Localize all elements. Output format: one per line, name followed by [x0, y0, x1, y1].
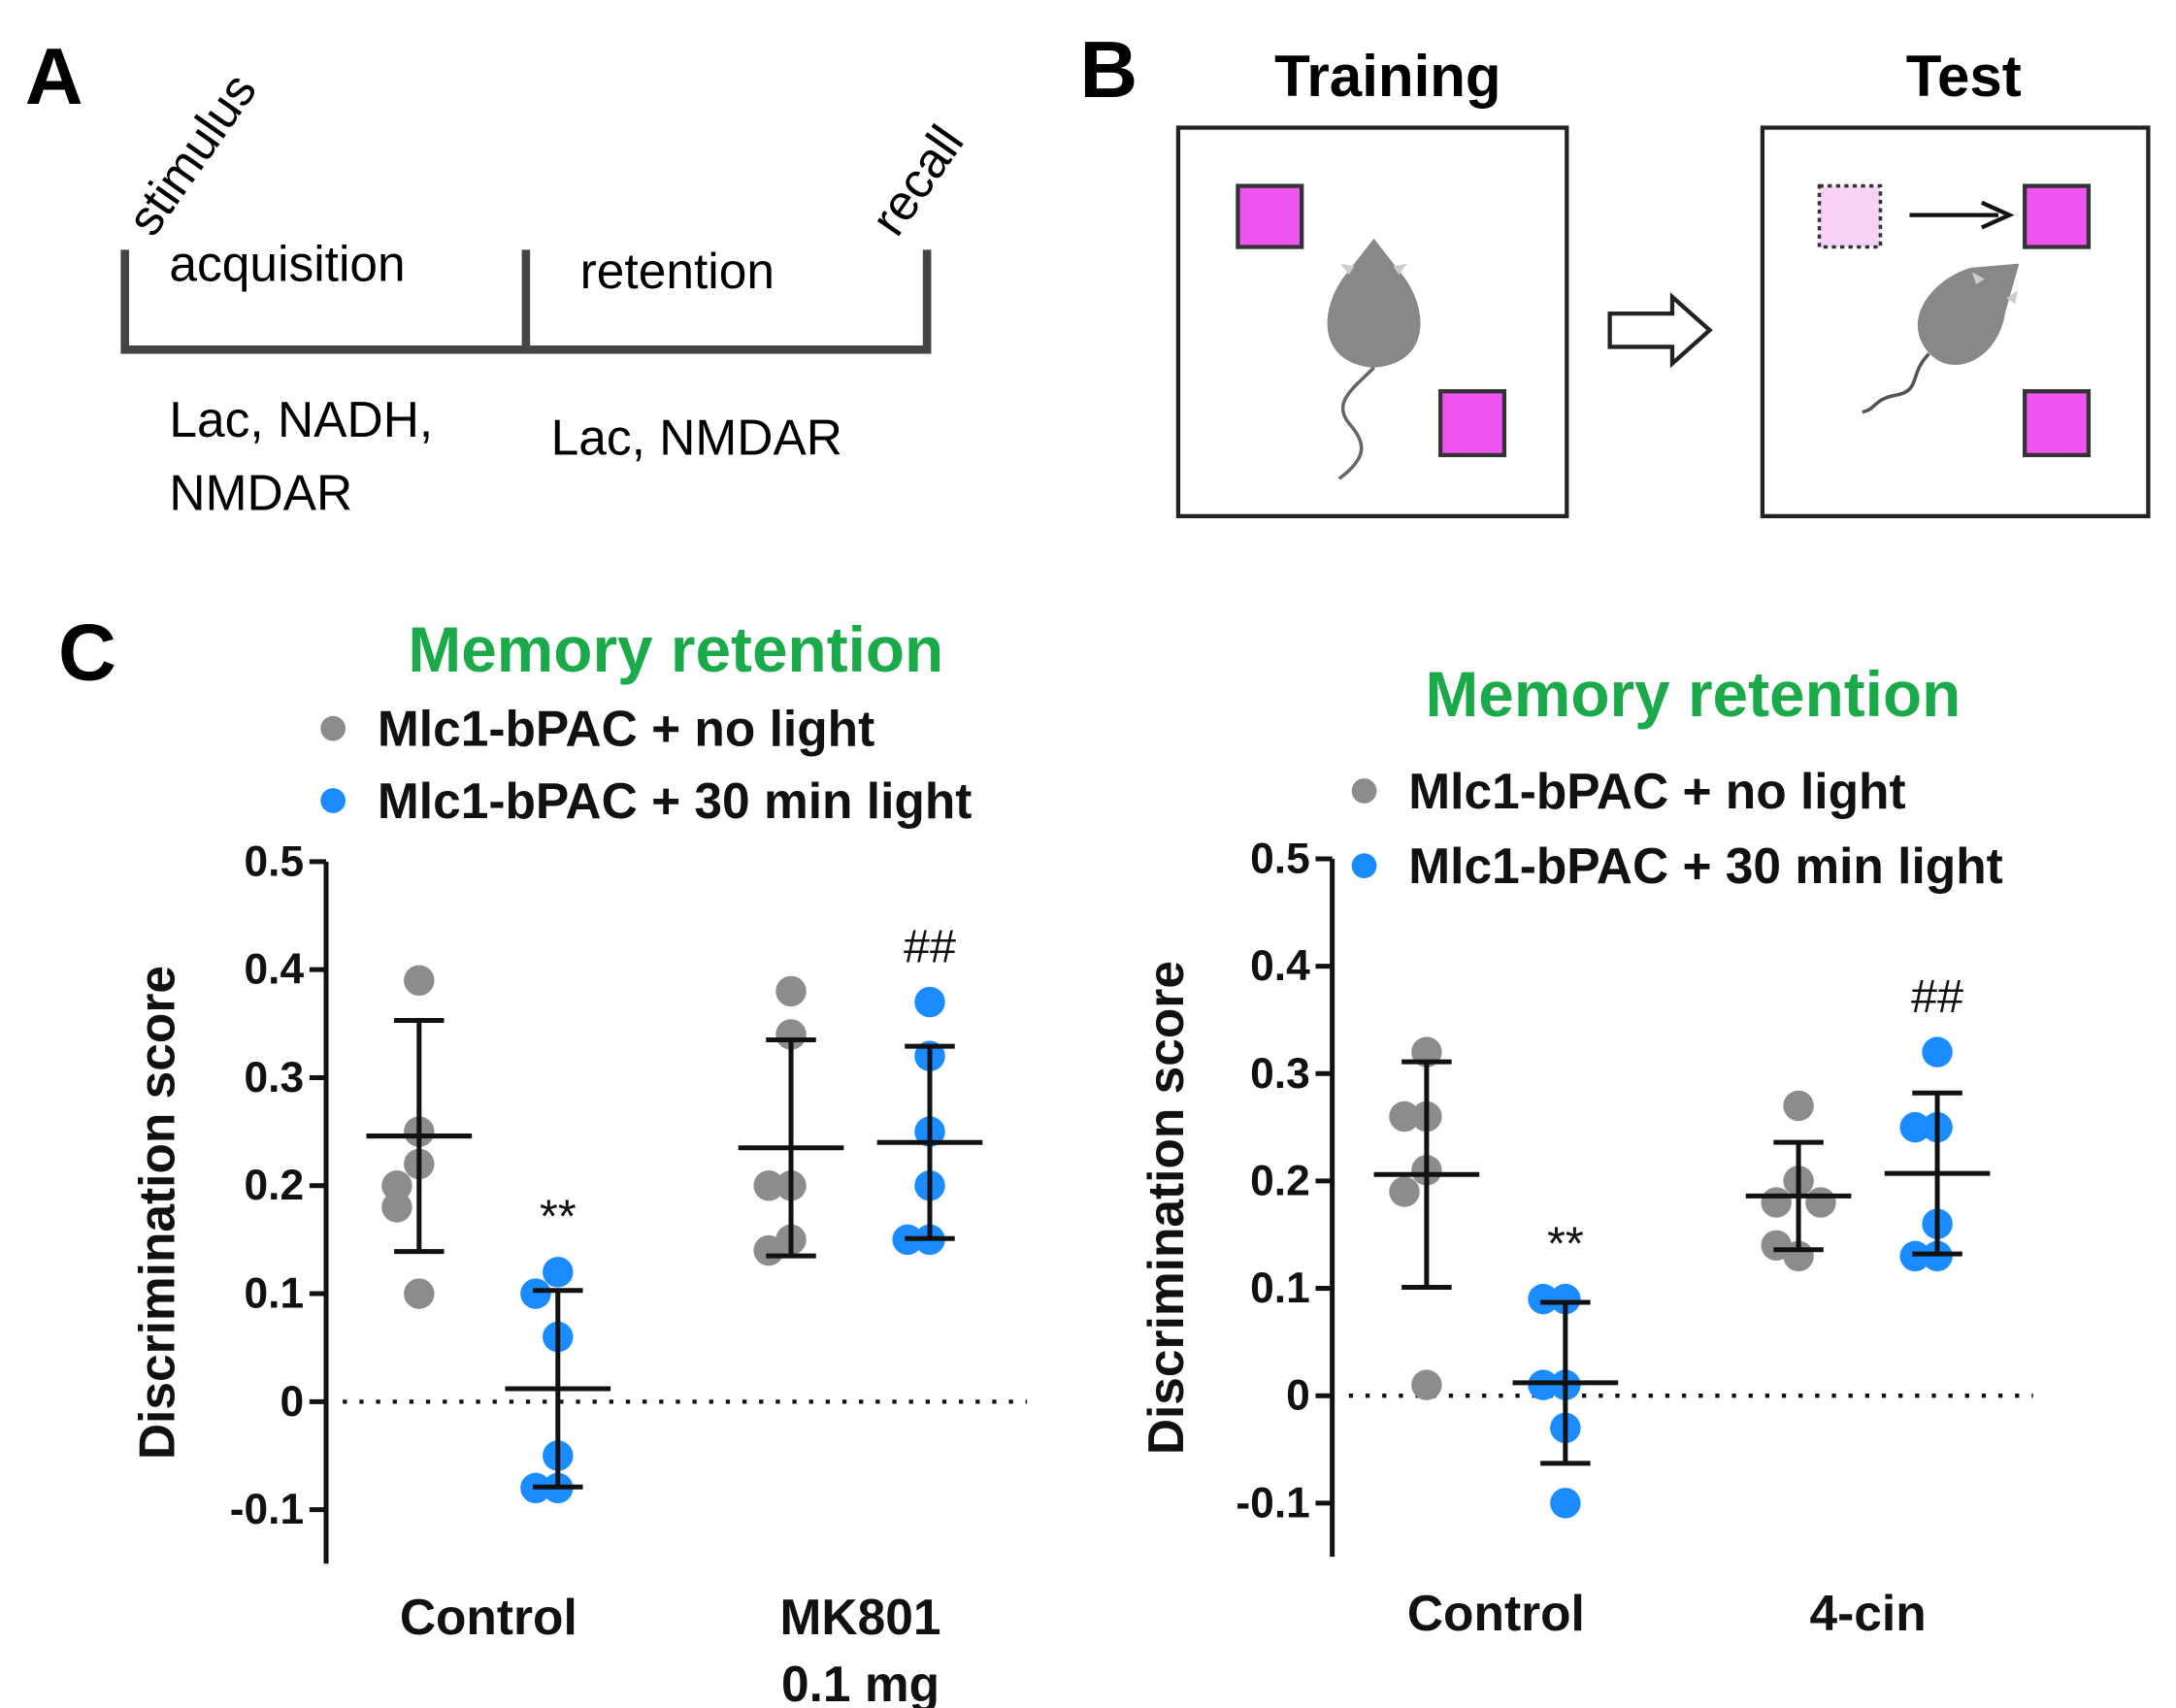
object: [1236, 183, 1304, 249]
factor-label: Lac, NMDAR: [551, 409, 842, 465]
x-tick-label-box: Control: [399, 1589, 577, 1646]
data-point: [753, 1170, 784, 1201]
data-point: [1389, 1100, 1420, 1133]
move-arrow: [1909, 200, 2015, 230]
x-tick-label: 4-cin: [1809, 1584, 1927, 1642]
y-tick-label: -0.1: [230, 1486, 304, 1533]
data-point: [1805, 1187, 1836, 1218]
data-point: [1411, 1369, 1442, 1400]
y-tick-label: 0.1: [245, 1270, 305, 1318]
object-old-position: [1817, 183, 1883, 249]
significance-label: ##: [1911, 970, 1963, 1023]
y-tick-label: 0.4: [1250, 942, 1310, 990]
significance-label: **: [540, 1191, 577, 1243]
panel-label: C: [58, 607, 116, 697]
chart-title: Memory retention: [1426, 658, 1962, 730]
legend-label: Mlc1-bPAC + 30 min light: [378, 772, 973, 829]
data-point: [775, 975, 807, 1007]
chart-title: Memory retention: [408, 613, 943, 685]
stimulus-label: stimulus: [115, 63, 267, 246]
x-tick-label-box: 4-cin: [1809, 1584, 1927, 1642]
y-tick-label: 0.3: [245, 1054, 305, 1101]
legend-marker: [1351, 778, 1377, 804]
data-point: [543, 1257, 574, 1288]
object: [1438, 389, 1507, 458]
data-point: [1783, 1090, 1814, 1122]
data-point: [404, 965, 435, 997]
legend-marker: [1351, 853, 1377, 879]
panel-label: A: [25, 31, 83, 121]
recall-label: recall: [860, 115, 974, 246]
legend-label: Mlc1-bPAC + no light: [1408, 763, 1905, 819]
training-title: Training: [1274, 44, 1501, 109]
object: [2023, 389, 2092, 458]
y-tick-label: 0.5: [1250, 836, 1310, 883]
y-tick-label: 0.5: [245, 838, 305, 885]
data-point: [1550, 1488, 1581, 1519]
data-point: [753, 1234, 784, 1266]
panel-label: B: [1079, 24, 1137, 115]
data-point: [1528, 1283, 1559, 1315]
data-point: [404, 1278, 435, 1309]
significance-label: **: [1547, 1217, 1584, 1269]
mouse: [1327, 238, 1421, 480]
data-point: [1761, 1230, 1792, 1262]
data-point: [1761, 1187, 1792, 1218]
phase-label: retention: [580, 243, 775, 299]
phase-label: acquisition: [169, 236, 405, 292]
y-tick-label: 0: [1286, 1372, 1310, 1420]
y-tick-label: 0.4: [245, 946, 305, 994]
data-point: [1389, 1176, 1420, 1207]
legend-marker: [320, 715, 346, 741]
data-point: [381, 1170, 412, 1201]
y-tick-label: 0.2: [245, 1162, 305, 1209]
x-tick-label-box: MK801 0.1 mg: [779, 1589, 941, 1708]
data-point: [520, 1278, 551, 1309]
mouse: [1862, 263, 2020, 414]
y-axis-label: Discrimination score: [1137, 961, 1194, 1455]
mouse-body: [1327, 238, 1421, 368]
legend-marker: [320, 788, 346, 813]
transition-arrow: [1607, 292, 1713, 369]
data-point: [914, 986, 945, 1018]
significance-label: ##: [904, 920, 956, 972]
mouse-tail: [1337, 366, 1375, 480]
legend-label: Mlc1-bPAC + no light: [378, 701, 874, 757]
data-point: [1899, 1111, 1930, 1143]
data-point: [1550, 1283, 1581, 1315]
y-tick-label: -0.1: [1236, 1479, 1309, 1527]
x-tick-label-box: Control: [1406, 1584, 1585, 1642]
factor-label: Lac, NADH,: [169, 391, 433, 447]
arena: [1760, 125, 2151, 519]
x-tick-label: Control: [399, 1589, 577, 1646]
y-tick-label: 0: [280, 1378, 304, 1426]
data-point: [381, 1192, 412, 1223]
y-axis-label: Discrimination score: [129, 966, 185, 1460]
arena: [1175, 125, 1569, 519]
legend-label: Mlc1-bPAC + 30 min light: [1408, 838, 2003, 894]
mouse-ear: [1971, 272, 2018, 305]
data-point: [1922, 1036, 1953, 1068]
y-tick-label: 0.3: [1250, 1050, 1310, 1098]
object: [2023, 183, 2092, 249]
mouse-tail: [1862, 352, 1930, 414]
x-tick-label: MK801 0.1 mg: [779, 1589, 941, 1708]
timeline-bracket: [120, 249, 932, 354]
y-tick-label: 0.1: [1250, 1265, 1310, 1312]
factor-label: NMDAR: [169, 465, 352, 521]
x-tick-label: Control: [1406, 1584, 1585, 1642]
test-title: Test: [1906, 44, 2022, 109]
y-tick-label: 0.2: [1250, 1157, 1310, 1204]
mouse-body: [1917, 263, 2020, 366]
